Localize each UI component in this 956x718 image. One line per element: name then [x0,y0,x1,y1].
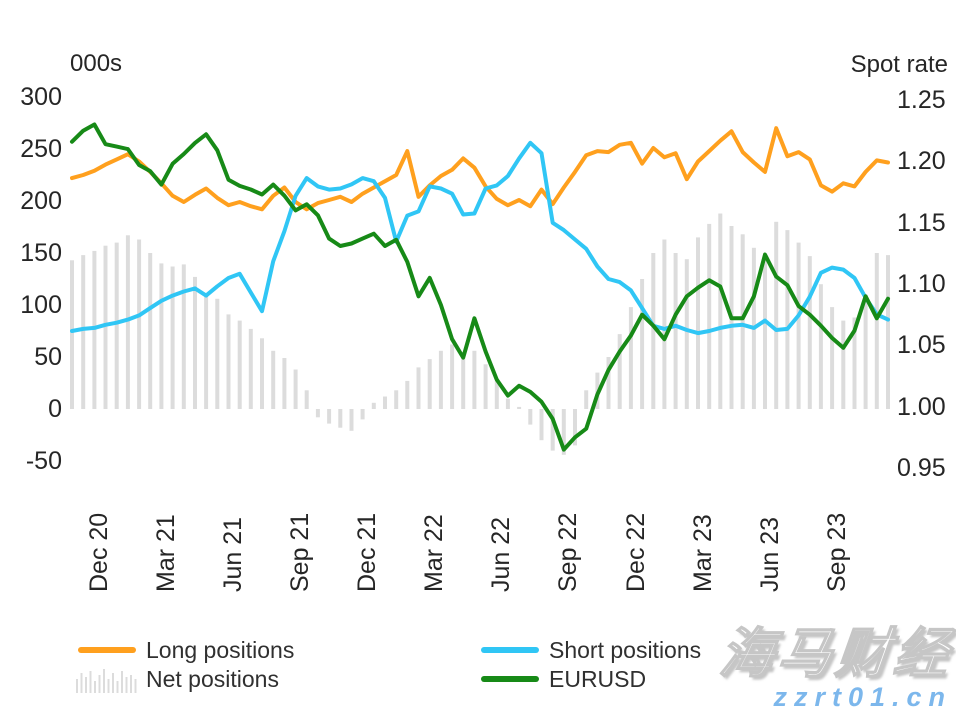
left-axis-tick: 50 [34,343,62,371]
left-axis-tick: -50 [25,447,62,475]
right-axis-tick: 1.25 [897,86,946,114]
legend-label: Long positions [146,637,295,663]
short-positions-line [70,140,890,336]
x-axis-tick: Dec 21 [353,512,382,592]
x-axis-tick: Sep 22 [554,512,583,592]
right-axis-title: Spot rate [850,51,948,78]
right-axis-tick: 1.10 [897,270,946,298]
left-axis-tick: 100 [20,291,62,319]
x-axis-tick: Mar 23 [688,514,717,592]
right-axis-tick: 1.15 [897,208,946,237]
eurusd-swatch [481,676,539,682]
left-axis-tick: 150 [20,239,62,267]
right-axis-tick: 0.95 [897,454,946,482]
eurusd-line [70,122,890,452]
legend-label: Short positions [549,637,702,663]
left-axis-tick: 300 [20,83,62,111]
right-axis-tick: 1.05 [897,331,946,360]
long-positions-swatch [78,647,136,653]
x-axis-tick: Sep 23 [822,512,851,592]
long-positions-line [70,126,890,212]
short-positions-swatch [481,647,539,653]
right-axis-tick: 1.00 [897,392,946,421]
x-axis-tick: Sep 21 [286,512,315,592]
x-axis-tick: Jun 23 [755,516,784,592]
x-axis-tick: Jun 22 [487,516,516,592]
net-positions-bars [70,213,890,455]
net-positions-bars-icon [76,669,137,693]
x-axis-tick: Dec 22 [621,512,650,592]
legend-label: EURUSD [549,666,647,692]
x-axis-tick: Mar 22 [420,514,449,592]
right-axis-tick: 1.20 [897,147,946,176]
left-axis-tick: 250 [20,135,62,163]
x-axis-tick: Dec 20 [85,512,113,592]
left-axis-tick: 0 [48,395,62,423]
x-axis-tick: Jun 21 [219,516,248,592]
legend-label: Net positions [146,666,279,692]
left-axis-tick: 200 [20,187,62,215]
left-axis-title: 000s [70,50,123,77]
x-axis-tick: Mar 21 [152,514,181,592]
